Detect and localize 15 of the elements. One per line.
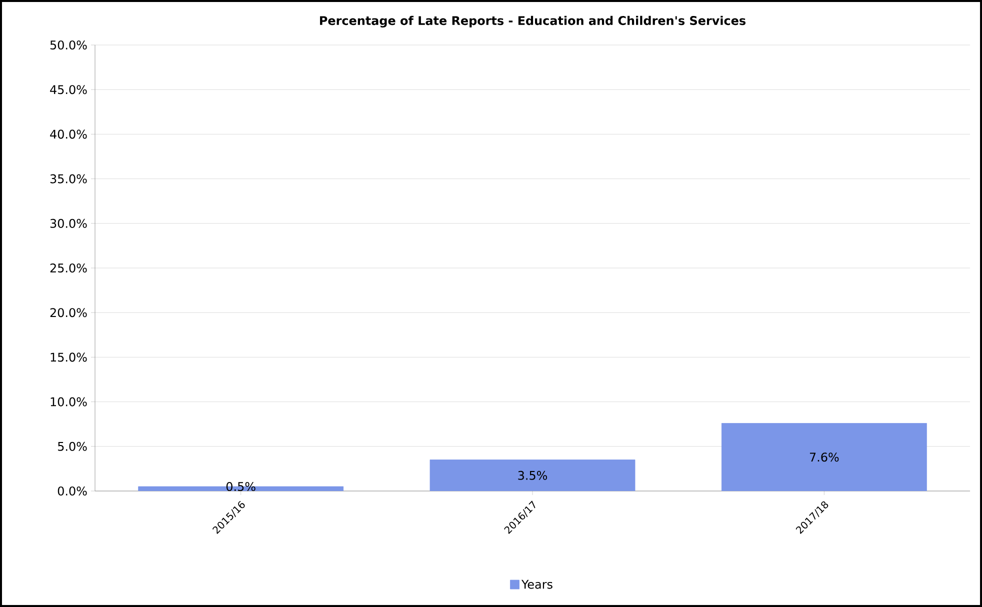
legend-label: Years bbox=[521, 580, 552, 589]
y-tick-label: 30.0% bbox=[50, 218, 87, 228]
y-tick-label: 15.0% bbox=[50, 352, 87, 362]
y-tick-label: 45.0% bbox=[50, 85, 87, 94]
data-label: 3.5% bbox=[518, 470, 548, 480]
y-tick-label: 25.0% bbox=[50, 263, 87, 273]
y-tick-label: 35.0% bbox=[50, 174, 87, 184]
data-label: 7.6% bbox=[810, 452, 839, 462]
y-tick-label: 10.0% bbox=[50, 397, 87, 406]
y-tick-label: 40.0% bbox=[50, 130, 87, 139]
chart-title: Percentage of Late Reports - Education and Children's Services bbox=[320, 16, 746, 28]
y-tick-label: 20.0% bbox=[50, 308, 87, 318]
y-tick-label: 0.0% bbox=[58, 486, 87, 496]
y-tick-label: 5.0% bbox=[58, 442, 87, 451]
y-tick-label: 50.0% bbox=[50, 40, 87, 50]
